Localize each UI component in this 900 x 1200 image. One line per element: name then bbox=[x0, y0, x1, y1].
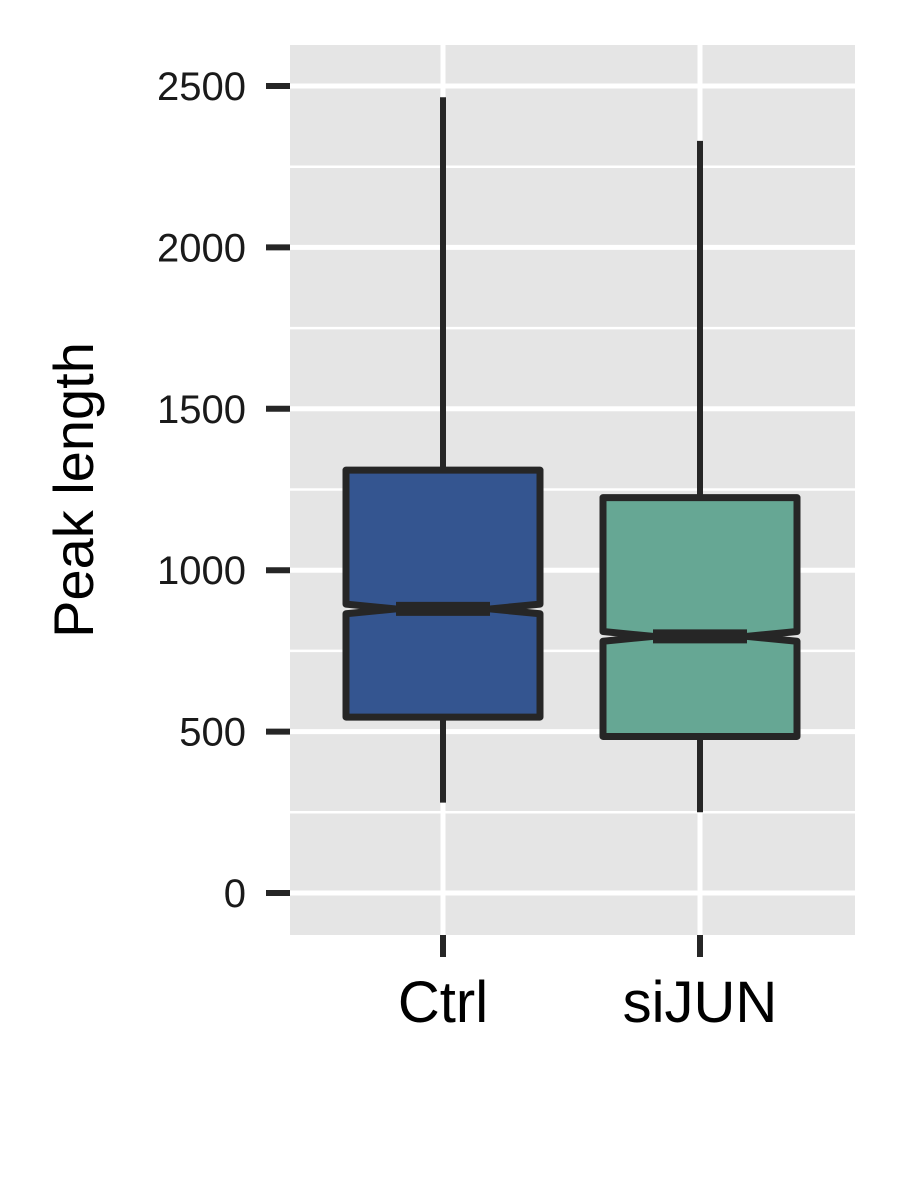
box-body bbox=[599, 494, 801, 740]
y-axis-title: Peak length bbox=[42, 342, 105, 638]
y-tick-label: 2000 bbox=[157, 226, 246, 270]
y-tick-label: 2500 bbox=[157, 65, 246, 109]
y-axis: 0 500 1000 1500 2000 2500 bbox=[157, 65, 290, 916]
x-category-label: siJUN bbox=[623, 970, 778, 1035]
x-category-label: Ctrl bbox=[398, 970, 488, 1035]
box-sijun bbox=[599, 140, 801, 813]
y-tick-label: 1500 bbox=[157, 388, 246, 432]
box-ctrl bbox=[342, 97, 544, 803]
x-axis: Ctrl siJUN bbox=[398, 935, 777, 1035]
y-tick-label: 500 bbox=[179, 711, 246, 755]
box-plots bbox=[342, 97, 801, 813]
y-tick-label: 0 bbox=[224, 872, 246, 916]
y-tick-label: 1000 bbox=[157, 549, 246, 593]
box-body bbox=[342, 466, 544, 721]
